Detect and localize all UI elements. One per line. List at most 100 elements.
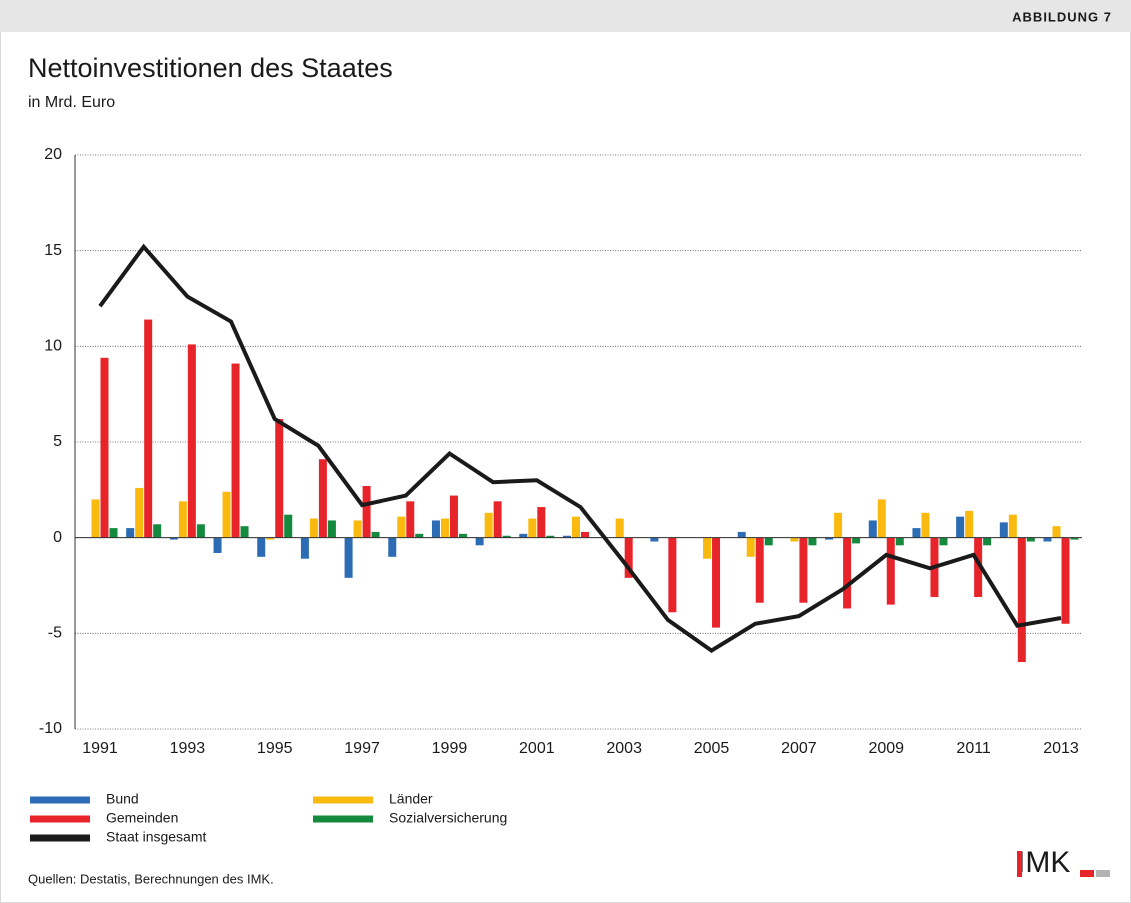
bar bbox=[790, 537, 799, 542]
bar bbox=[974, 537, 983, 597]
bar bbox=[327, 520, 336, 538]
bar bbox=[1043, 537, 1052, 542]
bar bbox=[275, 419, 284, 538]
x-tick-label: 2005 bbox=[694, 740, 730, 757]
bar bbox=[431, 520, 440, 538]
x-tick-label: 2001 bbox=[519, 740, 555, 757]
x-tick-label: 2007 bbox=[781, 740, 817, 757]
bar bbox=[169, 537, 178, 540]
bar bbox=[100, 357, 109, 538]
bar bbox=[126, 528, 135, 538]
bar bbox=[135, 487, 144, 538]
bar bbox=[309, 518, 318, 538]
bar bbox=[537, 507, 546, 538]
logo-block bbox=[1080, 870, 1094, 877]
bar bbox=[187, 344, 196, 538]
header-label: ABBILDUNG 7 bbox=[1012, 9, 1112, 24]
bar bbox=[406, 501, 415, 538]
bar bbox=[1061, 537, 1070, 624]
bar bbox=[528, 518, 537, 538]
bar bbox=[300, 537, 309, 559]
bar bbox=[1026, 537, 1035, 542]
legend-swatch bbox=[30, 796, 90, 804]
bar bbox=[91, 499, 100, 538]
bar bbox=[808, 537, 817, 546]
bar bbox=[703, 537, 712, 559]
logo: IMK bbox=[1017, 846, 1070, 879]
bar bbox=[1008, 514, 1017, 538]
source-note: Quellen: Destatis, Berechnungen des IMK. bbox=[28, 871, 274, 886]
bar bbox=[546, 535, 555, 538]
x-tick-label: 2011 bbox=[956, 740, 991, 757]
bar bbox=[843, 537, 852, 609]
x-tick-label: 1991 bbox=[82, 740, 118, 757]
bar bbox=[868, 520, 877, 538]
y-tick-label: 10 bbox=[44, 338, 62, 355]
bar bbox=[852, 537, 861, 544]
bar bbox=[388, 537, 397, 557]
y-tick-label: 5 bbox=[53, 433, 62, 450]
bar bbox=[440, 518, 449, 538]
y-tick-label: 20 bbox=[44, 146, 62, 163]
bar bbox=[1052, 526, 1061, 538]
bar bbox=[502, 535, 511, 538]
bar bbox=[458, 533, 467, 538]
chart-title: Nettoinvestitionen des Staates bbox=[28, 53, 393, 83]
bar bbox=[965, 510, 974, 538]
bar bbox=[746, 537, 755, 557]
legend-swatch bbox=[30, 834, 90, 842]
bar bbox=[939, 537, 948, 546]
bar bbox=[755, 537, 764, 603]
x-tick-label: 2013 bbox=[1043, 740, 1079, 757]
y-tick-label: -10 bbox=[39, 720, 62, 737]
bar bbox=[222, 491, 231, 538]
x-tick-label: 1995 bbox=[257, 740, 293, 757]
legend-label: Sozialversicherung bbox=[389, 810, 507, 826]
bar bbox=[240, 526, 249, 538]
bar bbox=[615, 518, 624, 538]
bar bbox=[178, 501, 187, 538]
y-tick-label: -5 bbox=[48, 625, 62, 642]
legend-label: Gemeinden bbox=[106, 810, 178, 826]
bar bbox=[318, 459, 327, 538]
bar bbox=[362, 486, 371, 538]
bar bbox=[257, 537, 266, 557]
bar bbox=[764, 537, 773, 546]
bar bbox=[475, 537, 484, 546]
bar bbox=[999, 522, 1008, 538]
bar bbox=[144, 319, 153, 538]
bar bbox=[213, 537, 222, 553]
bar bbox=[886, 537, 895, 605]
bar bbox=[449, 495, 458, 538]
y-tick-label: 0 bbox=[53, 529, 62, 546]
bar bbox=[799, 537, 808, 603]
bar bbox=[353, 520, 362, 538]
x-tick-label: 1997 bbox=[344, 740, 380, 757]
bar bbox=[415, 533, 424, 538]
legend-swatch bbox=[30, 815, 90, 823]
bar bbox=[668, 537, 677, 613]
line bbox=[98, 243, 1062, 653]
bar bbox=[563, 535, 571, 538]
bar bbox=[371, 531, 380, 538]
bar bbox=[196, 524, 205, 538]
bar bbox=[983, 537, 992, 546]
bar bbox=[231, 363, 240, 538]
bar bbox=[581, 531, 589, 538]
bar bbox=[484, 512, 493, 538]
bar bbox=[956, 516, 965, 538]
bar bbox=[912, 528, 921, 538]
bar bbox=[712, 537, 721, 628]
bar bbox=[825, 537, 834, 540]
bar bbox=[344, 537, 353, 578]
bar bbox=[1017, 537, 1026, 663]
legend-label: Bund bbox=[106, 791, 139, 807]
bar bbox=[109, 528, 118, 538]
x-tick-label: 2003 bbox=[606, 740, 642, 757]
header-bar bbox=[0, 0, 1131, 32]
bar bbox=[493, 501, 502, 538]
legend-swatch bbox=[313, 815, 373, 823]
bar bbox=[1070, 537, 1079, 540]
